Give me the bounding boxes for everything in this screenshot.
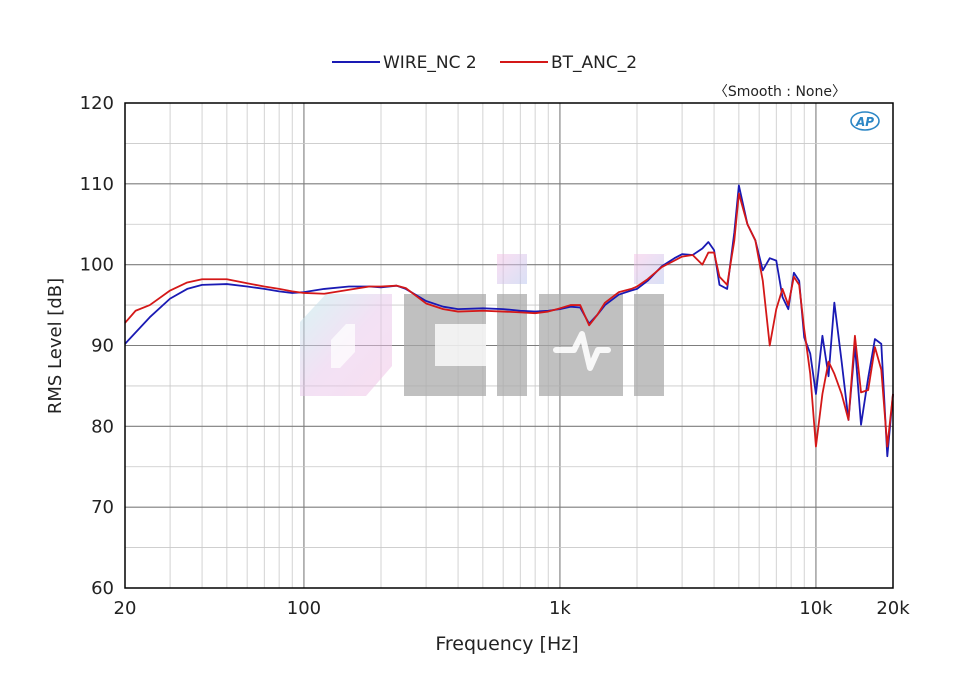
x-tick-label: 100: [287, 598, 321, 619]
watermark-logo-notch: [331, 324, 355, 368]
y-tick-label: 120: [80, 93, 114, 114]
series-layer: [124, 184, 894, 458]
x-tick-label: 10k: [799, 598, 833, 619]
legend-label: WIRE_NC 2: [383, 53, 477, 73]
x-tick-labels: 20 100 1k 10k 20k: [114, 598, 911, 619]
legend-label: BT_ANC_2: [551, 53, 637, 73]
ap-logo: AP: [850, 111, 880, 131]
watermark: [300, 254, 664, 396]
watermark-dot-i1: [497, 254, 527, 284]
smooth-annotation: 〈Smooth : None〉: [714, 84, 846, 100]
y-tick-label: 100: [80, 255, 114, 276]
legend: WIRE_NC 2 BT_ANC_2: [332, 53, 637, 73]
watermark-letter-c-cut: [435, 324, 486, 366]
x-tick-label: 20k: [876, 598, 910, 619]
series-line: [124, 192, 894, 448]
watermark-letter-i2: [634, 294, 664, 396]
x-tick-label: 1k: [549, 598, 571, 619]
y-tick-label: 90: [91, 336, 114, 357]
x-axis-label: Frequency [Hz]: [435, 633, 578, 655]
ap-logo-text: AP: [855, 115, 874, 129]
plot-border: [124, 102, 894, 589]
y-axis-label: RMS Level [dB]: [45, 278, 66, 414]
y-tick-label: 110: [80, 174, 114, 195]
x-tick-label: 20: [114, 598, 137, 619]
y-tick-labels: 60 70 80 90 100 110 120: [80, 93, 114, 599]
y-tick-label: 80: [91, 416, 114, 437]
y-tick-label: 70: [91, 497, 114, 518]
y-tick-label: 60: [91, 578, 114, 599]
ap-logo-ring: [850, 111, 880, 131]
watermark-pulse-icon: [553, 331, 611, 371]
